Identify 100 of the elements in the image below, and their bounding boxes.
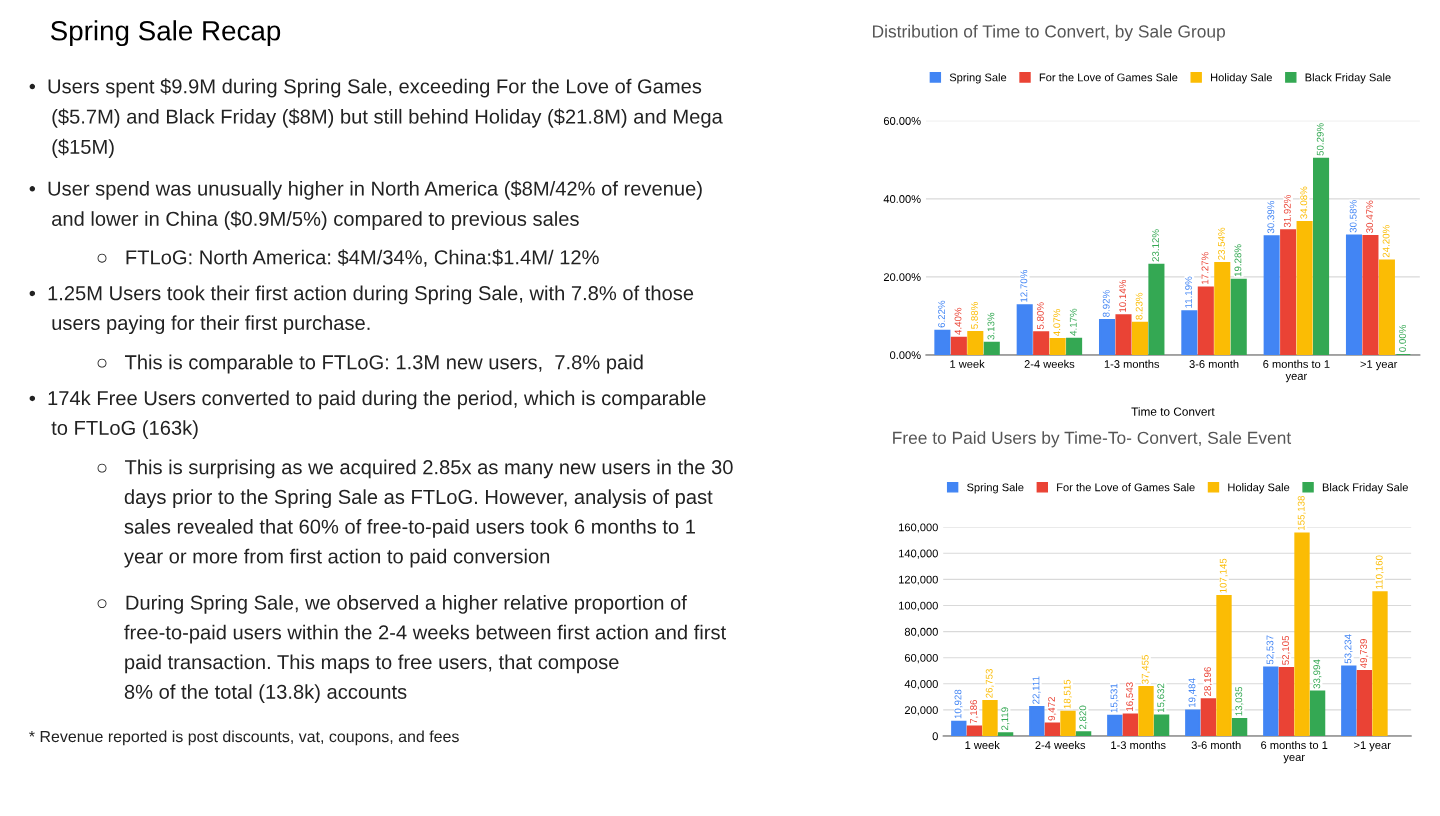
y-tick-label: 0.00% xyxy=(889,351,921,360)
data-label: 52,537 xyxy=(1266,635,1275,665)
bar xyxy=(1148,263,1165,355)
bar xyxy=(967,330,984,355)
x-tick-label: 6 months to 1 year xyxy=(1263,359,1330,383)
y-tick-label: 20.00% xyxy=(883,273,921,282)
bar xyxy=(1200,698,1217,737)
data-label: 155,138 xyxy=(1297,495,1306,530)
legend-label: Holiday Sale xyxy=(1228,483,1290,494)
data-label: 5.88% xyxy=(971,302,978,329)
data-label: 0.00% xyxy=(1399,324,1406,352)
bar xyxy=(1362,234,1379,355)
bar xyxy=(1016,304,1033,355)
data-label: 10,928 xyxy=(954,689,963,719)
bar xyxy=(1075,731,1092,737)
bar xyxy=(1378,259,1395,355)
bar xyxy=(1044,722,1061,737)
data-label: 15,531 xyxy=(1110,683,1119,713)
y-tick-label: 20,000 xyxy=(904,706,938,716)
data-label: 28,196 xyxy=(1204,667,1213,696)
chart-title: Free to Paid Users by Time-To- Convert, Sale Event xyxy=(893,431,1292,448)
bar xyxy=(1098,319,1116,355)
text: ○ FTLoG: North America: $4M/34%, China:$1.4M/ 12% xyxy=(97,249,599,267)
data-label: 13,035 xyxy=(1235,686,1244,716)
data-label: 10.14% xyxy=(1119,279,1127,312)
bar xyxy=(934,329,951,355)
bar xyxy=(966,725,983,737)
y-tick-label: 80,000 xyxy=(904,627,938,638)
y-tick-label: 40,000 xyxy=(904,680,938,690)
x-tick-label: 3-6 month xyxy=(1189,359,1239,368)
bar xyxy=(1138,686,1154,737)
x-tick-label: 6 months to 1 year xyxy=(1261,740,1328,764)
y-tick-label: 140,000 xyxy=(899,549,938,559)
bar xyxy=(1185,709,1201,737)
data-label: 23.54% xyxy=(1218,227,1225,260)
data-label: 37,455 xyxy=(1141,655,1150,684)
bar xyxy=(1263,666,1279,737)
data-label: 8.92% xyxy=(1102,290,1110,317)
data-label: 15,632 xyxy=(1157,683,1166,713)
bar xyxy=(1049,338,1066,355)
bar xyxy=(1216,595,1232,737)
bar xyxy=(1341,665,1357,737)
data-label: 11.19% xyxy=(1185,276,1192,308)
y-tick-label: 0 xyxy=(932,732,938,741)
y-tick-label: 60,000 xyxy=(904,653,938,664)
data-label: 7,186 xyxy=(970,699,979,724)
bar xyxy=(983,341,1000,355)
data-label: 52,105 xyxy=(1282,635,1291,665)
bar xyxy=(1197,286,1214,355)
data-label: 26,753 xyxy=(985,669,994,698)
bar xyxy=(1356,670,1373,737)
bar xyxy=(1181,310,1198,355)
legend-label: Black Friday Sale xyxy=(1322,483,1408,494)
data-label: 24.20% xyxy=(1382,225,1390,258)
y-tick-label: 100,000 xyxy=(899,601,938,611)
data-label: 9,472 xyxy=(1048,697,1057,721)
bar xyxy=(982,700,998,737)
bar xyxy=(1230,278,1247,355)
data-label: 6.22% xyxy=(938,300,945,328)
x-tick-label: 1 week xyxy=(950,359,985,368)
text: • Users spent $9.9M during Spring Sale, exceeding For the Love of Games ($5.7M) and Black Friday ($8M) but still behind Holiday ($21.8M) and Mega ($15M) xyxy=(29,78,723,158)
data-label: 23.12% xyxy=(1152,229,1160,262)
x-tick-label: 2-4 weeks xyxy=(1024,359,1075,368)
data-label: 30.58% xyxy=(1349,200,1357,233)
x-tick-label: 1-3 months xyxy=(1111,740,1166,750)
data-label: 30.39% xyxy=(1267,200,1275,234)
bar xyxy=(1309,690,1326,737)
data-label: 17.27% xyxy=(1201,252,1209,285)
bar xyxy=(1280,229,1297,355)
data-label: 53,234 xyxy=(1344,634,1353,664)
data-label: 110,160 xyxy=(1375,555,1384,589)
x-tick-label: >1 year xyxy=(1354,741,1391,752)
data-label: 18,515 xyxy=(1063,679,1072,709)
data-label: 22,111 xyxy=(1032,676,1041,704)
data-label: 33,994 xyxy=(1313,659,1322,689)
bar xyxy=(1107,714,1123,737)
y-tick-label: 60.00% xyxy=(883,117,921,125)
chart-title: Distribution of Time to Convert, by Sale Group xyxy=(873,24,1225,42)
data-label: 8.23% xyxy=(1135,292,1143,320)
bar xyxy=(1029,706,1045,737)
data-label: 49,739 xyxy=(1360,639,1369,669)
bar xyxy=(1294,532,1310,737)
text: ○ This is surprising as we acquired 2.85x as many new users in the 30 days prior to the Spring Sale as FTLoG. However, analysis of past sales revealed that 60% of free-to-paid users took 6 months to 1 year or more from first action to paid conversion xyxy=(97,459,733,568)
data-label: 30.47% xyxy=(1366,200,1374,233)
y-tick-label: 160,000 xyxy=(899,523,938,533)
bar xyxy=(1345,234,1363,355)
data-label: 5.80% xyxy=(1036,302,1044,330)
data-label: 4.40% xyxy=(954,307,962,335)
data-label: 19.28% xyxy=(1234,244,1242,277)
bar xyxy=(1214,262,1231,355)
bar xyxy=(1372,591,1388,737)
data-label: 34.08% xyxy=(1300,186,1308,219)
text: * Revenue reported is post discounts, vat, coupons, and fees xyxy=(29,730,459,746)
legend-label: For the Love of Games Sale xyxy=(1057,483,1195,492)
legend-label: Spring Sale xyxy=(967,483,1024,494)
bar xyxy=(950,336,967,355)
y-tick-label: 40.00% xyxy=(883,195,921,203)
data-label: 3.13% xyxy=(987,312,995,340)
data-label: 107,145 xyxy=(1219,558,1228,593)
x-tick-label: 1-3 months xyxy=(1104,359,1160,368)
